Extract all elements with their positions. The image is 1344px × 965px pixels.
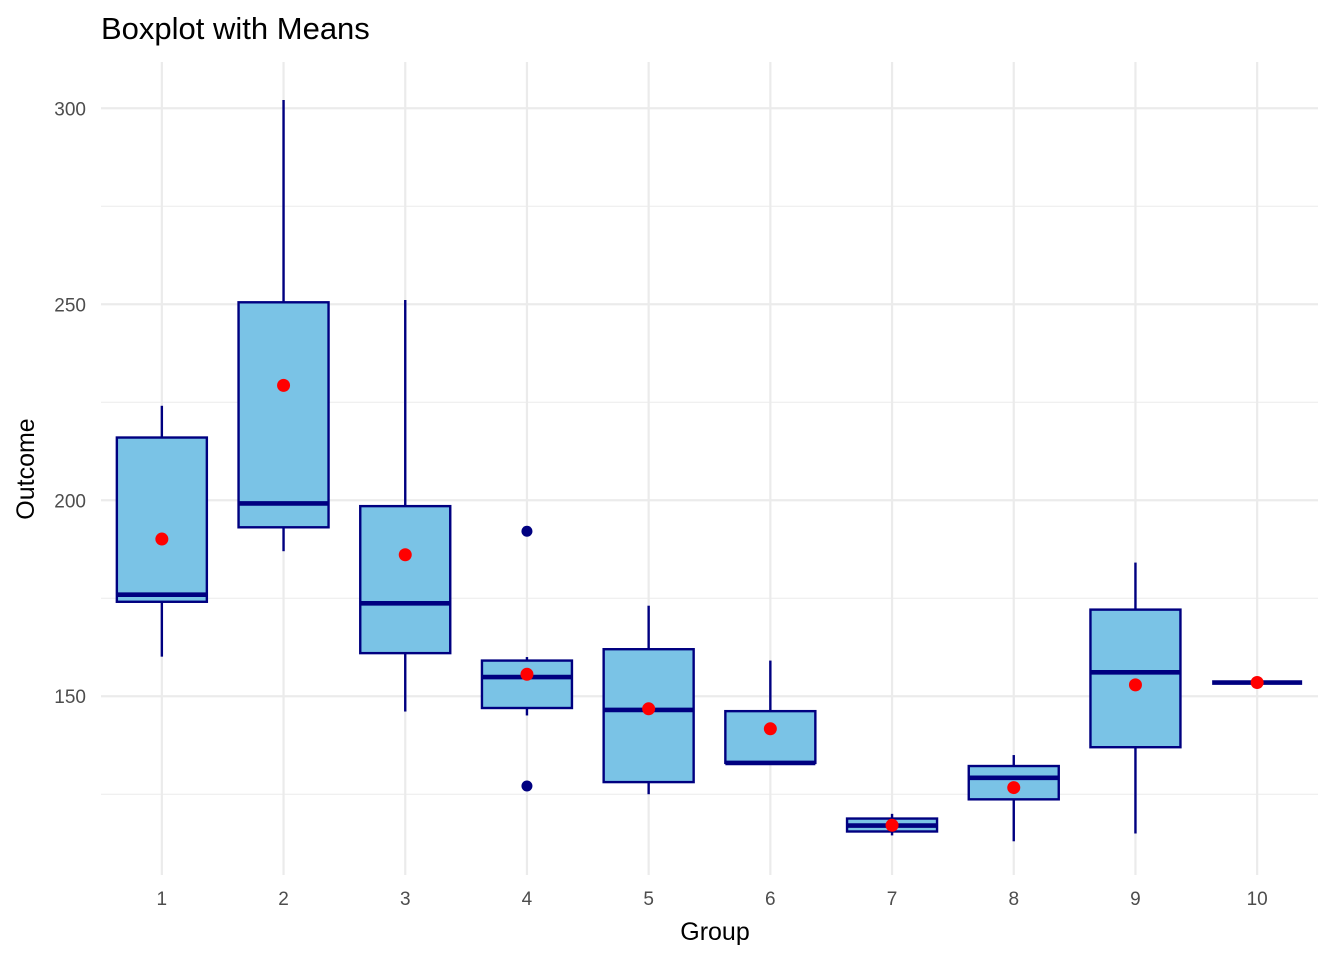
- x-tick-label: 3: [400, 889, 411, 910]
- mean-point: [155, 532, 169, 546]
- box-group: [480, 525, 574, 792]
- x-tick-label: 4: [522, 889, 533, 910]
- outlier-point: [521, 780, 533, 792]
- box-group: [237, 100, 330, 552]
- box-group: [359, 299, 452, 712]
- box-iqr: [115, 436, 209, 603]
- y-axis-title: Outcome: [12, 418, 40, 519]
- box-group: [602, 605, 695, 795]
- box-group: [724, 660, 817, 766]
- box-iqr: [480, 659, 574, 710]
- mean-point: [520, 667, 534, 681]
- chart-title: Boxplot with Means: [101, 11, 370, 46]
- x-tick-label: 5: [643, 889, 654, 910]
- box-group: [845, 813, 939, 836]
- y-tick-label: 150: [54, 687, 86, 708]
- mean-point: [398, 548, 412, 562]
- x-tick-label: 6: [765, 889, 776, 910]
- mean-point: [277, 378, 291, 392]
- mean-point: [885, 818, 899, 832]
- data-layer: [115, 100, 1303, 842]
- mean-point: [1250, 676, 1264, 690]
- y-tick-label: 300: [54, 99, 86, 120]
- mean-point: [642, 702, 656, 716]
- tick-labels: 150 200 250 300 1 2 3 4 5 6 7 8 9 10: [54, 99, 1267, 910]
- mean-point: [1007, 781, 1021, 795]
- box-iqr: [724, 709, 817, 765]
- y-tick-label: 200: [54, 491, 86, 512]
- box-iqr: [359, 504, 452, 655]
- box-group: [967, 755, 1060, 842]
- x-tick-label: 10: [1247, 889, 1268, 910]
- x-tick-label: 1: [157, 889, 168, 910]
- x-axis-title: Group: [680, 918, 749, 946]
- box-group: [1212, 676, 1303, 690]
- x-tick-label: 2: [278, 889, 289, 910]
- mean-point: [1128, 678, 1142, 692]
- y-tick-label: 250: [54, 295, 86, 316]
- box-group: [115, 405, 209, 657]
- outlier-point: [521, 525, 533, 537]
- x-tick-label: 9: [1130, 889, 1141, 910]
- box-group: [1089, 562, 1182, 834]
- box-iqr: [237, 301, 330, 529]
- x-tick-label: 8: [1008, 889, 1019, 910]
- mean-point: [763, 722, 777, 736]
- x-tick-label: 7: [887, 889, 898, 910]
- box-iqr: [602, 648, 695, 784]
